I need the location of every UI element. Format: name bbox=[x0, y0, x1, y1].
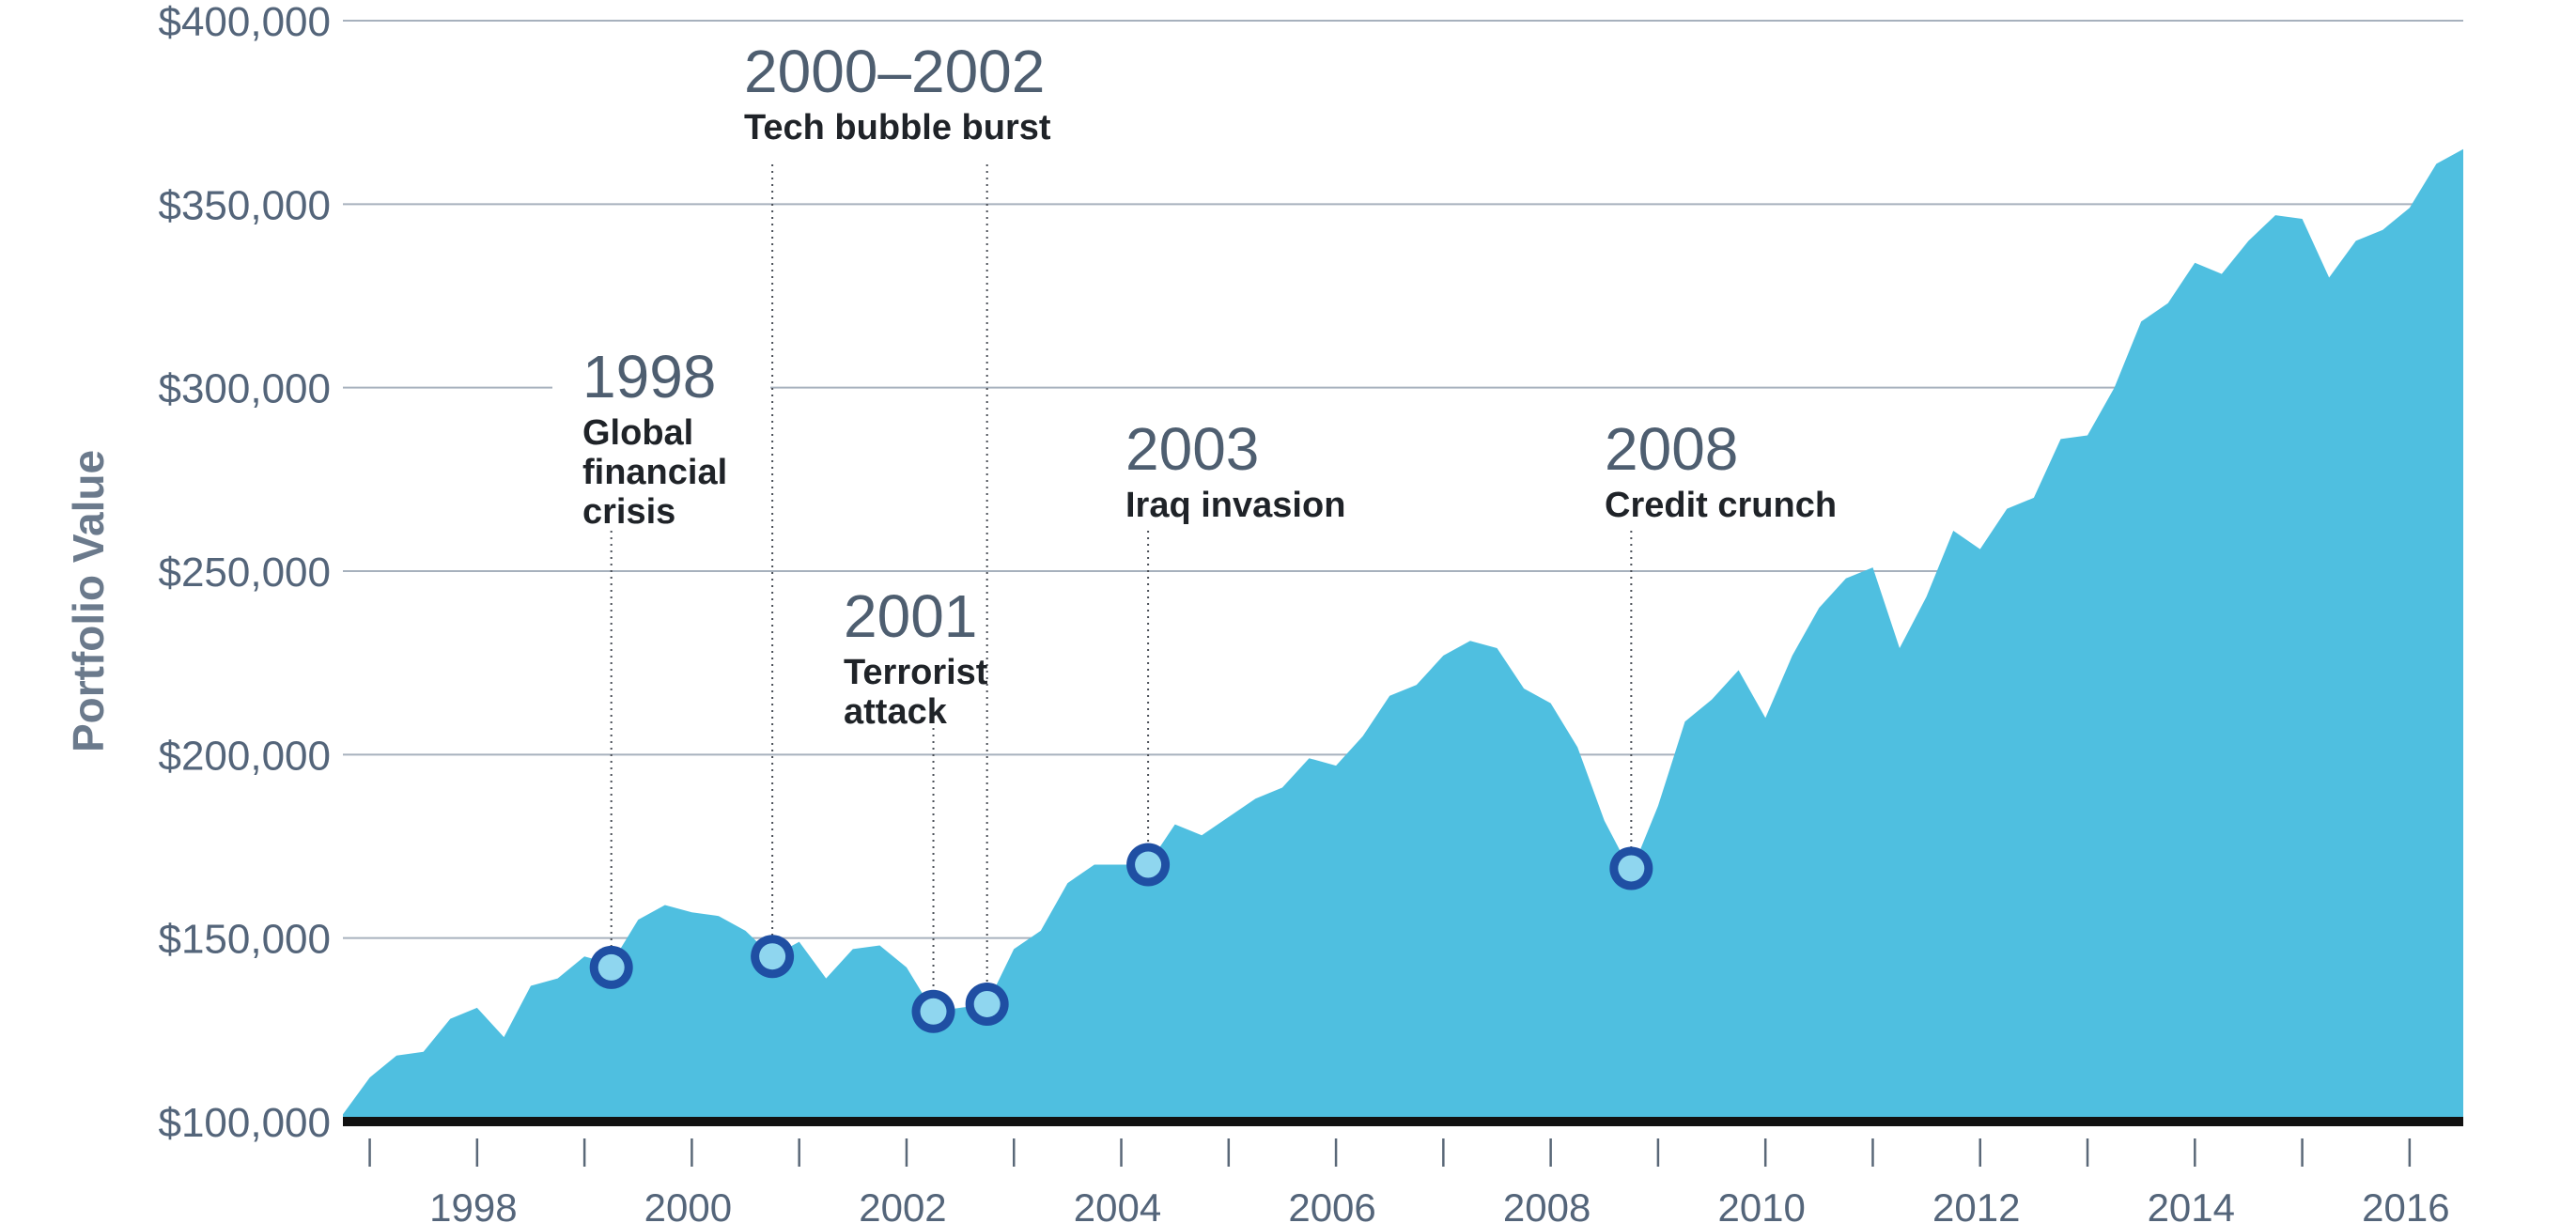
y-tick-label-6: $400,000 bbox=[158, 0, 331, 45]
y-tick-label-5: $350,000 bbox=[158, 182, 331, 228]
x-tick-label-4: 2006 bbox=[1288, 1185, 1375, 1223]
annotation-label-0-2: crisis bbox=[582, 492, 675, 532]
event-marker-center-3 bbox=[973, 990, 1001, 1017]
y-axis-label: Portfolio Value bbox=[64, 450, 113, 752]
annotation-label-0-0: Global bbox=[582, 413, 693, 453]
x-tick-label-9: 2016 bbox=[2362, 1185, 2449, 1223]
annotation-year-2: 2001 bbox=[844, 582, 977, 650]
annotation-year-4: 2003 bbox=[1125, 415, 1259, 483]
annotation-label-0-1: financial bbox=[582, 453, 727, 492]
y-tick-label-3: $250,000 bbox=[158, 550, 331, 596]
y-tick-label-0: $100,000 bbox=[158, 1100, 331, 1146]
annotation-label-2-0: Terrorist bbox=[844, 653, 988, 692]
event-marker-center-4 bbox=[1135, 851, 1162, 878]
x-tick-label-8: 2014 bbox=[2148, 1185, 2235, 1223]
y-tick-label-2: $200,000 bbox=[158, 733, 331, 779]
portfolio-area bbox=[343, 148, 2463, 1122]
annotation-year-5: 2008 bbox=[1605, 415, 1738, 483]
x-tick-label-2: 2002 bbox=[859, 1185, 946, 1223]
y-tick-label-4: $300,000 bbox=[158, 366, 331, 412]
annotation-label-1-0: Tech bubble burst bbox=[744, 108, 1051, 147]
y-axis-tick-labels: $100,000 $150,000 $200,000 $250,000 $300,000… bbox=[158, 0, 331, 1146]
x-tick-label-0: 1998 bbox=[429, 1185, 517, 1223]
x-axis bbox=[343, 1117, 2463, 1167]
event-marker-center-5 bbox=[1618, 855, 1645, 882]
annotation-label-2-1: attack bbox=[844, 692, 948, 732]
annotation-year-0: 1998 bbox=[582, 343, 716, 410]
event-marker-center-1 bbox=[759, 943, 786, 970]
x-tick-label-6: 2010 bbox=[1717, 1185, 1805, 1223]
x-tick-label-5: 2008 bbox=[1503, 1185, 1591, 1223]
event-markers bbox=[589, 843, 1653, 1033]
annotation-leader-lines bbox=[610, 164, 1633, 991]
annotation-label-4-0: Iraq invasion bbox=[1125, 486, 1345, 525]
event-marker-center-0 bbox=[597, 953, 625, 981]
x-tick-label-3: 2004 bbox=[1074, 1185, 1161, 1223]
x-tick-label-7: 2012 bbox=[1932, 1185, 2020, 1223]
annotation-label-5-0: Credit crunch bbox=[1605, 486, 1837, 525]
area-series bbox=[343, 148, 2463, 1122]
y-tick-label-1: $150,000 bbox=[158, 917, 331, 963]
x-tick-label-1: 2000 bbox=[644, 1185, 732, 1223]
annotation-1998-bg bbox=[552, 338, 770, 411]
x-axis-tick-labels: 1998 2000 2002 2004 2006 2008 2010 2012 2014 2016 bbox=[429, 1185, 2449, 1223]
annotation-year-1: 2000–2002 bbox=[744, 38, 1045, 105]
event-marker-center-2 bbox=[920, 998, 947, 1025]
